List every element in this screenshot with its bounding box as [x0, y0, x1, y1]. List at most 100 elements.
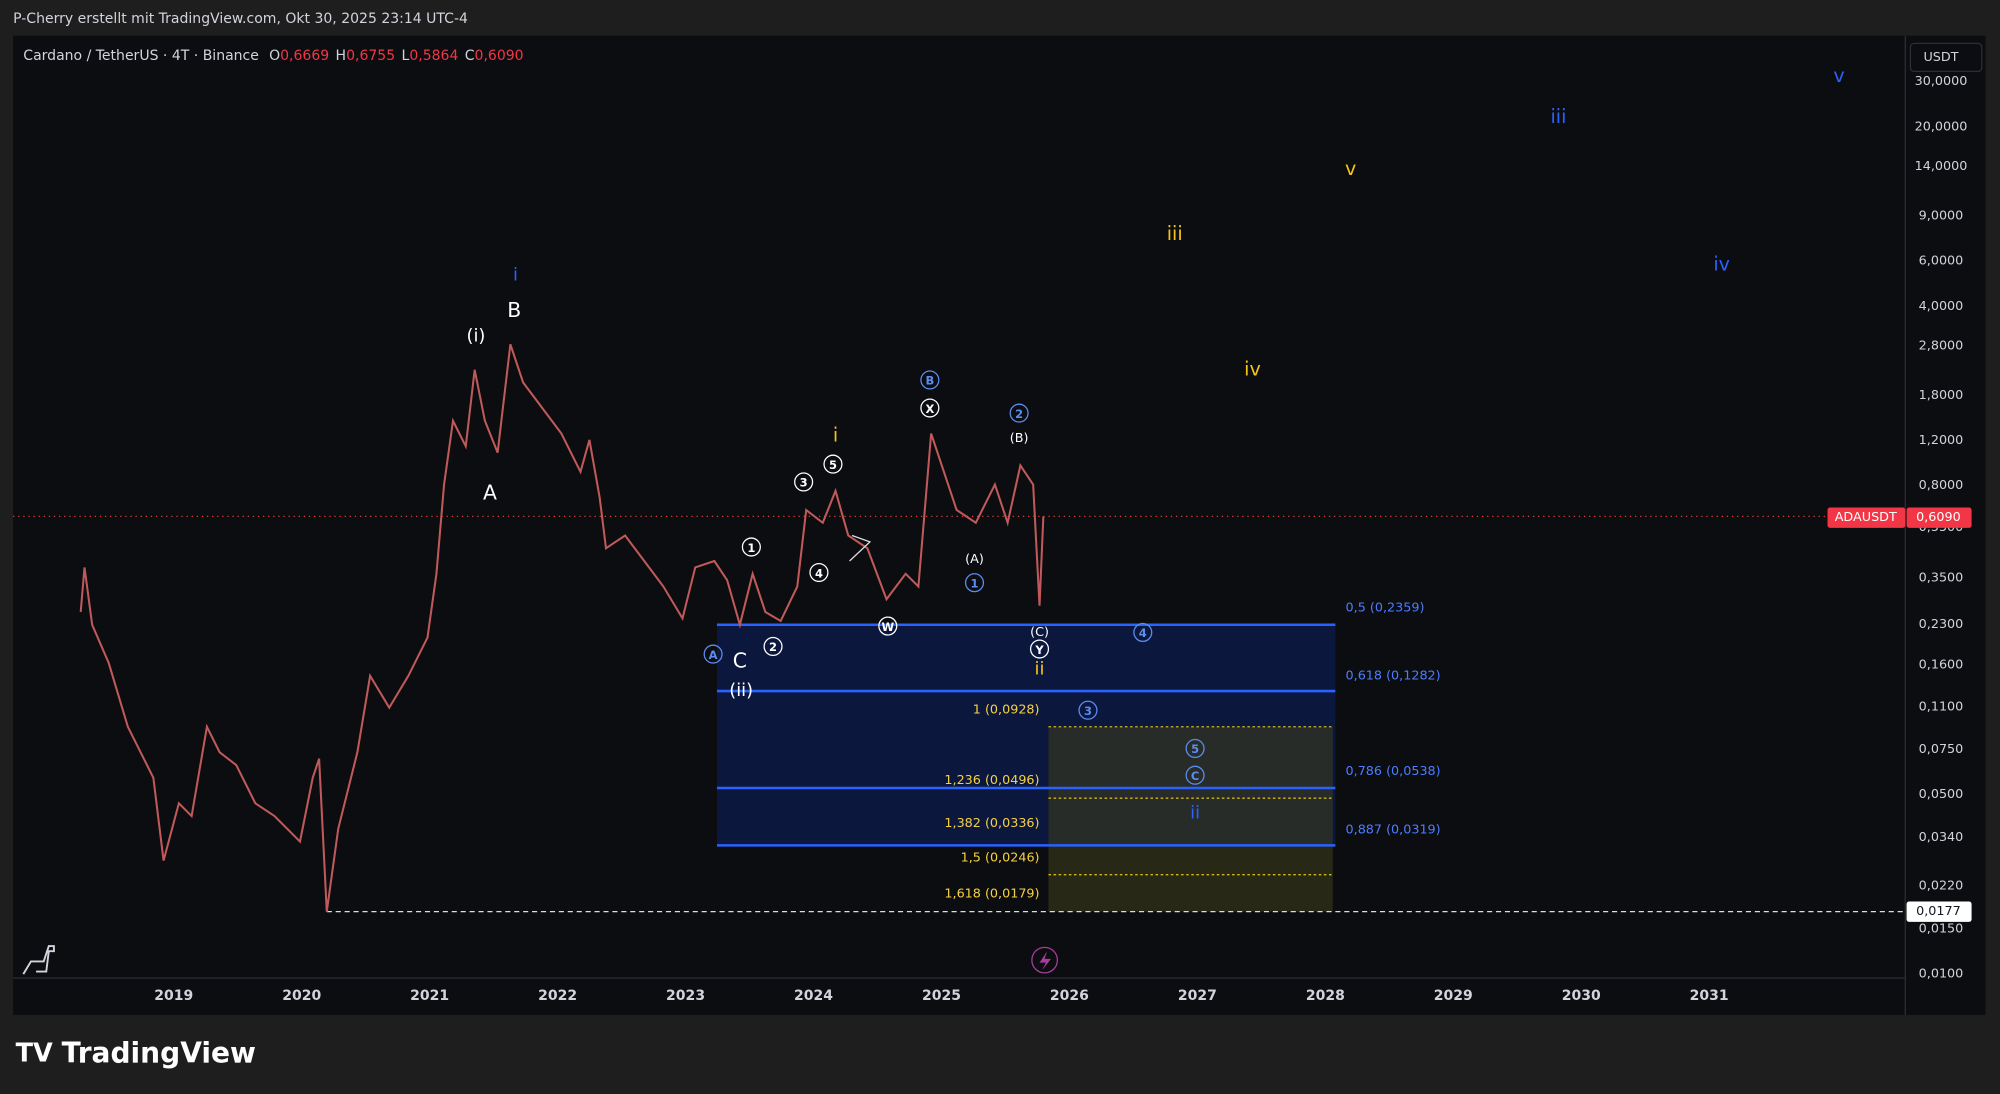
fib-retracement-label: 0,887 (0,0319)	[1346, 823, 1441, 838]
fib-extension-label: 1,236 (0,0496)	[944, 773, 1039, 788]
wave-label: 5	[1191, 742, 1199, 756]
wave-label: (C)	[1030, 625, 1049, 640]
y-tick-label: 1,8000	[1919, 388, 1964, 403]
wave-label: i	[833, 424, 838, 447]
ohlc-key: C	[465, 48, 475, 64]
low-tag	[1906, 901, 1972, 922]
x-tick-label: 2031	[1690, 988, 1729, 1004]
wave-label: B	[507, 298, 521, 322]
y-tick-label: 9,0000	[1919, 208, 1964, 223]
wave-circle	[1185, 738, 1205, 759]
x-tick-label: 2022	[538, 988, 577, 1004]
fib-retracement-label: 0,786 (0,0538)	[1346, 764, 1441, 779]
y-tick-label: 0,8000	[1919, 478, 1964, 493]
x-tick-label: 2025	[922, 988, 961, 1004]
wave-label: C	[1191, 769, 1199, 783]
attribution: P-Cherry erstellt mit TradingView.com, O…	[13, 11, 468, 27]
wave-label: 4	[1139, 626, 1147, 640]
wave-circle	[964, 573, 985, 593]
fib-extension-label: 1,382 (0,0336)	[944, 816, 1039, 831]
ohlc-value: 0,6669	[280, 48, 329, 64]
wave-label: X	[925, 402, 934, 416]
y-tick-label: 20,0000	[1915, 119, 1968, 134]
y-tick-label: 1,2000	[1919, 433, 1964, 448]
y-tick-label: 0,3500	[1919, 570, 1964, 585]
symbol-tag-label: ADAUSDT	[1835, 510, 1897, 525]
wave-label: A	[483, 480, 497, 504]
wave-label: Y	[1034, 643, 1044, 657]
y-tick-label: 2,8000	[1919, 339, 1964, 354]
y-tick-label: 0,0340	[1919, 830, 1964, 845]
fib-levels	[716, 623, 1336, 847]
wave-label: v	[1833, 64, 1844, 87]
wave-label: (ii)	[729, 680, 753, 701]
wave-circle	[920, 370, 940, 390]
wave-label: W	[881, 620, 894, 634]
wave-label: 5	[829, 458, 837, 472]
currency-button[interactable]	[1909, 42, 1983, 73]
x-tick-label: 2029	[1434, 988, 1473, 1004]
fib-extension-label: 1,618 (0,0179)	[944, 886, 1039, 901]
x-tick-label: 2023	[666, 988, 705, 1004]
wave-label: iii	[1551, 105, 1567, 128]
wave-label: (B)	[1010, 431, 1029, 446]
chart-pane	[13, 35, 1986, 1015]
ohlc-value: 0,6090	[475, 48, 524, 64]
ohlc-value: 0,5864	[409, 48, 458, 64]
ohlc-key: H	[336, 48, 347, 64]
fib-zone	[1048, 726, 1333, 912]
wave-circle	[1029, 639, 1050, 659]
y-tick-label: 0,1100	[1919, 699, 1964, 714]
y-tick-label: 0,1600	[1919, 658, 1964, 673]
price-tag-label: 0,6090	[1916, 510, 1961, 525]
wave-label: (i)	[467, 326, 486, 347]
wave-circle	[1133, 622, 1153, 642]
wave-label: 1	[747, 541, 755, 555]
logo[interactable]: 𝗧𝗩 TradingView	[16, 1036, 256, 1069]
price-trace	[79, 343, 1045, 912]
wave-label: 4	[815, 566, 823, 580]
wave-label: 3	[1084, 704, 1092, 718]
wave-circle	[920, 398, 940, 418]
x-tick-label: 2021	[410, 988, 449, 1004]
wave-label: 3	[800, 476, 808, 490]
fib-retracement-label: 0,5 (0,2359)	[1346, 601, 1425, 616]
y-tick-label: 6,0000	[1919, 254, 1964, 269]
wave-label: C	[733, 649, 747, 673]
wave-label: ii	[1190, 802, 1200, 823]
wave-label: 1	[971, 576, 979, 590]
wave-circle	[1185, 765, 1205, 785]
low-tag-label: 0,0177	[1916, 904, 1961, 919]
wave-label: (A)	[965, 552, 984, 567]
y-tick-label: 0,0750	[1919, 742, 1964, 757]
x-tick-label: 2019	[154, 988, 193, 1004]
fib-levels	[1048, 726, 1333, 876]
x-tick-label: 2030	[1562, 988, 1601, 1004]
ohlc-value: 0,6755	[346, 48, 395, 64]
wave-label: i	[513, 264, 518, 285]
y-tick-label: 0,2300	[1919, 617, 1964, 632]
ohlc-key: O	[269, 48, 280, 64]
x-tick-label: 2027	[1178, 988, 1217, 1004]
wave-circle	[703, 644, 723, 664]
x-tick-label: 2028	[1306, 988, 1345, 1004]
y-tick-label: 0,0150	[1919, 921, 1964, 936]
x-tick-label: 2026	[1050, 988, 1089, 1004]
fib-retracement-label: 0,618 (0,1282)	[1346, 668, 1441, 683]
currency[interactable]: USDT	[1923, 50, 1958, 65]
event-icon[interactable]	[1031, 946, 1059, 974]
fib-extension-label: 1 (0,0928)	[973, 703, 1040, 718]
dino-icon[interactable]	[22, 945, 55, 975]
symbol-info: Cardano / TetherUS · 4T · Binance O0,6669…	[23, 48, 523, 64]
wave-circle	[794, 472, 814, 492]
event-icon	[1039, 951, 1052, 971]
wave-label: 2	[769, 640, 777, 654]
symbol-name: Cardano / TetherUS · 4T · Binance	[23, 48, 259, 64]
wave-circle	[763, 636, 783, 657]
symbol-tag	[1827, 507, 1906, 528]
wave-circle	[878, 616, 898, 636]
y-tick-label: 4,0000	[1919, 299, 1964, 314]
x-tick-label: 2020	[282, 988, 321, 1004]
